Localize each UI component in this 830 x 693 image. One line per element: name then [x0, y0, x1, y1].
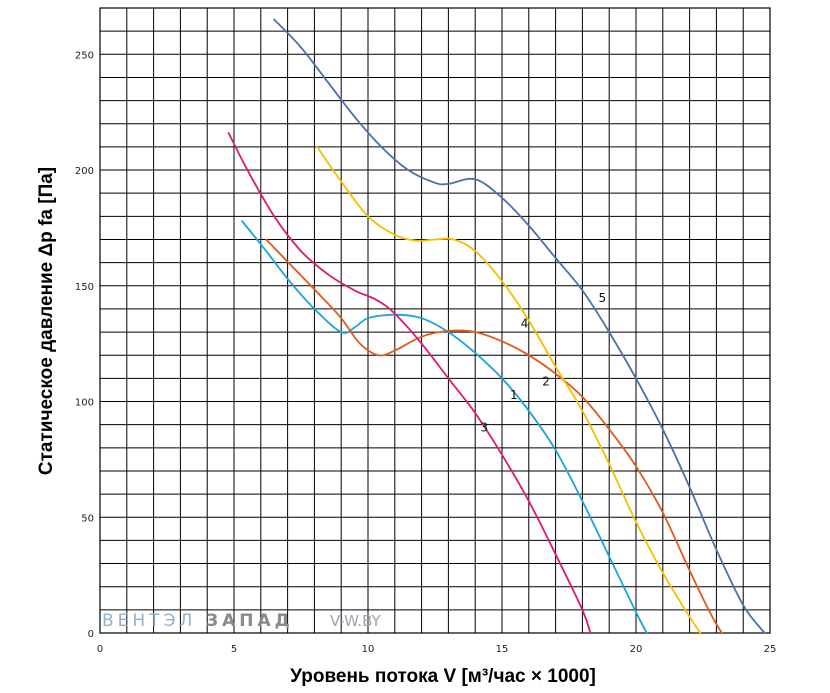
- watermark-brand-blue: ВЕНТЭЛ: [102, 611, 196, 631]
- watermark-site: V-W.BY: [330, 612, 382, 630]
- series-line-4: [316, 146, 702, 634]
- y-tick-label: 150: [75, 282, 94, 293]
- series-line-2: [265, 238, 723, 634]
- x-tick-label: 5: [231, 644, 237, 655]
- series-line-1: [241, 220, 648, 634]
- y-axis-title: Статическое давление Δр fa [Па]: [36, 167, 57, 475]
- y-tick-label: 50: [81, 513, 94, 524]
- y-tick-label: 250: [75, 50, 94, 61]
- watermark: ВЕНТЭЛ ЗАПАД V-W.BY: [102, 611, 382, 631]
- series-label-3: 3: [481, 421, 489, 435]
- x-axis-title: Уровень потока V [м³/час × 1000]: [290, 666, 596, 687]
- series-label-4: 4: [521, 316, 529, 330]
- y-tick-label: 0: [88, 629, 94, 640]
- y-tick-label: 100: [75, 398, 94, 409]
- watermark-brand-grey: ЗАПАД: [206, 611, 294, 631]
- series-line-3: [227, 132, 592, 634]
- series-label-1: 1: [510, 388, 518, 402]
- y-tick-label: 200: [75, 166, 94, 177]
- series-group: [227, 18, 766, 634]
- series-label-5: 5: [598, 291, 606, 305]
- grid: [99, 7, 771, 634]
- x-tick-label: 10: [362, 644, 375, 655]
- x-tick-label: 0: [97, 644, 103, 655]
- series-line-5: [273, 18, 766, 634]
- series-label-2: 2: [542, 374, 550, 388]
- curve-labels: 1 2 3 4 5: [481, 291, 607, 435]
- x-tick-label: 20: [630, 644, 643, 655]
- x-tick-label: 15: [496, 644, 509, 655]
- plot-frame: [99, 7, 771, 634]
- x-tick-label: 25: [764, 644, 777, 655]
